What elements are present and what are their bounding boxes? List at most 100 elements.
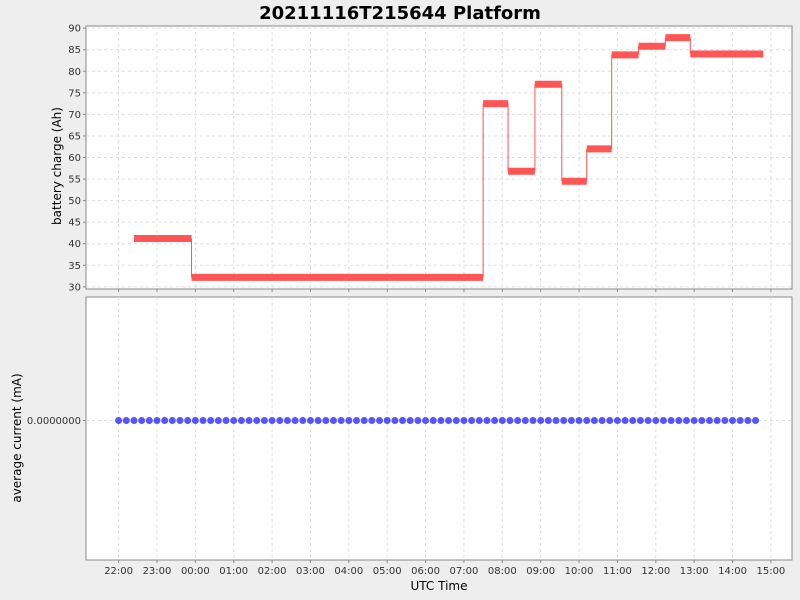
current-point	[437, 417, 445, 424]
x-tick-label: 02:00	[258, 566, 287, 577]
battery-y-tick-label: 70	[68, 110, 81, 121]
current-point	[429, 417, 437, 424]
battery-y-tick-label: 80	[68, 67, 81, 78]
current-point	[613, 417, 621, 424]
battery-y-tick-label: 30	[68, 282, 81, 293]
current-point	[529, 417, 537, 424]
current-point	[560, 417, 568, 424]
current-point	[260, 417, 268, 424]
x-tick-label: 07:00	[450, 566, 479, 577]
x-tick-label: 12:00	[641, 566, 670, 577]
current-point	[552, 417, 560, 424]
current-point	[744, 417, 752, 424]
current-point	[368, 417, 376, 424]
current-point	[322, 417, 330, 424]
x-tick-label: 11:00	[603, 566, 632, 577]
current-y-ticks: 0.0000000	[27, 416, 86, 427]
current-point	[483, 417, 491, 424]
x-tick-label: 14:00	[718, 566, 747, 577]
x-tick-label: 09:00	[526, 566, 555, 577]
x-tick-label: 05:00	[373, 566, 402, 577]
current-point	[667, 417, 675, 424]
current-point	[314, 417, 322, 424]
current-plot: 0.0000000 average current (mA)	[10, 296, 793, 561]
current-point	[713, 417, 721, 424]
current-point	[706, 417, 714, 424]
current-point	[445, 417, 453, 424]
current-point	[345, 417, 353, 424]
current-point	[621, 417, 629, 424]
current-point	[652, 417, 660, 424]
current-point	[414, 417, 422, 424]
battery-y-tick-label: 85	[68, 45, 81, 56]
current-point	[168, 417, 176, 424]
current-point	[337, 417, 345, 424]
battery-charge-plot: 30 35 40 45 50 55 60 65 70 75 80 85 90 battery charg…	[50, 24, 793, 293]
current-point	[176, 417, 184, 424]
current-point	[498, 417, 506, 424]
current-point	[214, 417, 222, 424]
battery-y-axis-label: battery charge (Ah)	[50, 107, 64, 225]
current-point	[721, 417, 729, 424]
current-point	[253, 417, 261, 424]
battery-y-tick-label: 65	[68, 131, 81, 142]
current-point	[736, 417, 744, 424]
current-point	[276, 417, 284, 424]
current-point	[199, 417, 207, 424]
battery-y-tick-label: 45	[68, 218, 81, 229]
current-point	[644, 417, 652, 424]
current-point	[583, 417, 591, 424]
current-point	[729, 417, 737, 424]
battery-y-tick-label: 75	[68, 88, 81, 99]
current-point	[237, 417, 245, 424]
current-point	[291, 417, 299, 424]
battery-y-tick-label: 90	[68, 24, 81, 35]
current-point	[682, 417, 690, 424]
current-point	[283, 417, 291, 424]
battery-grid	[86, 26, 792, 289]
current-point	[636, 417, 644, 424]
current-point	[590, 417, 598, 424]
current-point	[537, 417, 545, 424]
current-point	[406, 417, 414, 424]
current-point	[222, 417, 230, 424]
current-point	[161, 417, 169, 424]
x-axis-ticks: 22:00 23:00 00:00 01:00 02:00 03:00 04:00 05:00…	[104, 289, 785, 577]
battery-y-tick-label: 60	[68, 153, 81, 164]
battery-y-ticks: 30 35 40 45 50 55 60 65 70 75 80 85 90	[68, 24, 86, 293]
current-point	[230, 417, 238, 424]
current-point	[675, 417, 683, 424]
current-point	[145, 417, 153, 424]
x-tick-label: 03:00	[296, 566, 325, 577]
current-point	[138, 417, 146, 424]
current-point	[690, 417, 698, 424]
current-point	[514, 417, 522, 424]
current-point	[544, 417, 552, 424]
current-point	[399, 417, 407, 424]
x-tick-label: 06:00	[411, 566, 440, 577]
current-y-axis-label: average current (mA)	[10, 373, 24, 502]
current-point	[567, 417, 575, 424]
current-point	[629, 417, 637, 424]
current-point	[306, 417, 314, 424]
current-point	[698, 417, 706, 424]
current-point	[521, 417, 529, 424]
current-point	[606, 417, 614, 424]
current-point	[353, 417, 361, 424]
current-point	[191, 417, 199, 424]
current-point	[245, 417, 253, 424]
current-point	[207, 417, 215, 424]
current-point	[468, 417, 476, 424]
x-tick-label: 08:00	[488, 566, 517, 577]
current-point	[184, 417, 192, 424]
chart-title: 20211116T215644 Platform	[259, 3, 541, 24]
x-tick-label: 13:00	[680, 566, 709, 577]
battery-series	[133, 34, 764, 281]
current-point	[752, 417, 760, 424]
current-point	[130, 417, 138, 424]
current-point	[376, 417, 384, 424]
current-point	[383, 417, 391, 424]
current-point	[452, 417, 460, 424]
current-point	[299, 417, 307, 424]
